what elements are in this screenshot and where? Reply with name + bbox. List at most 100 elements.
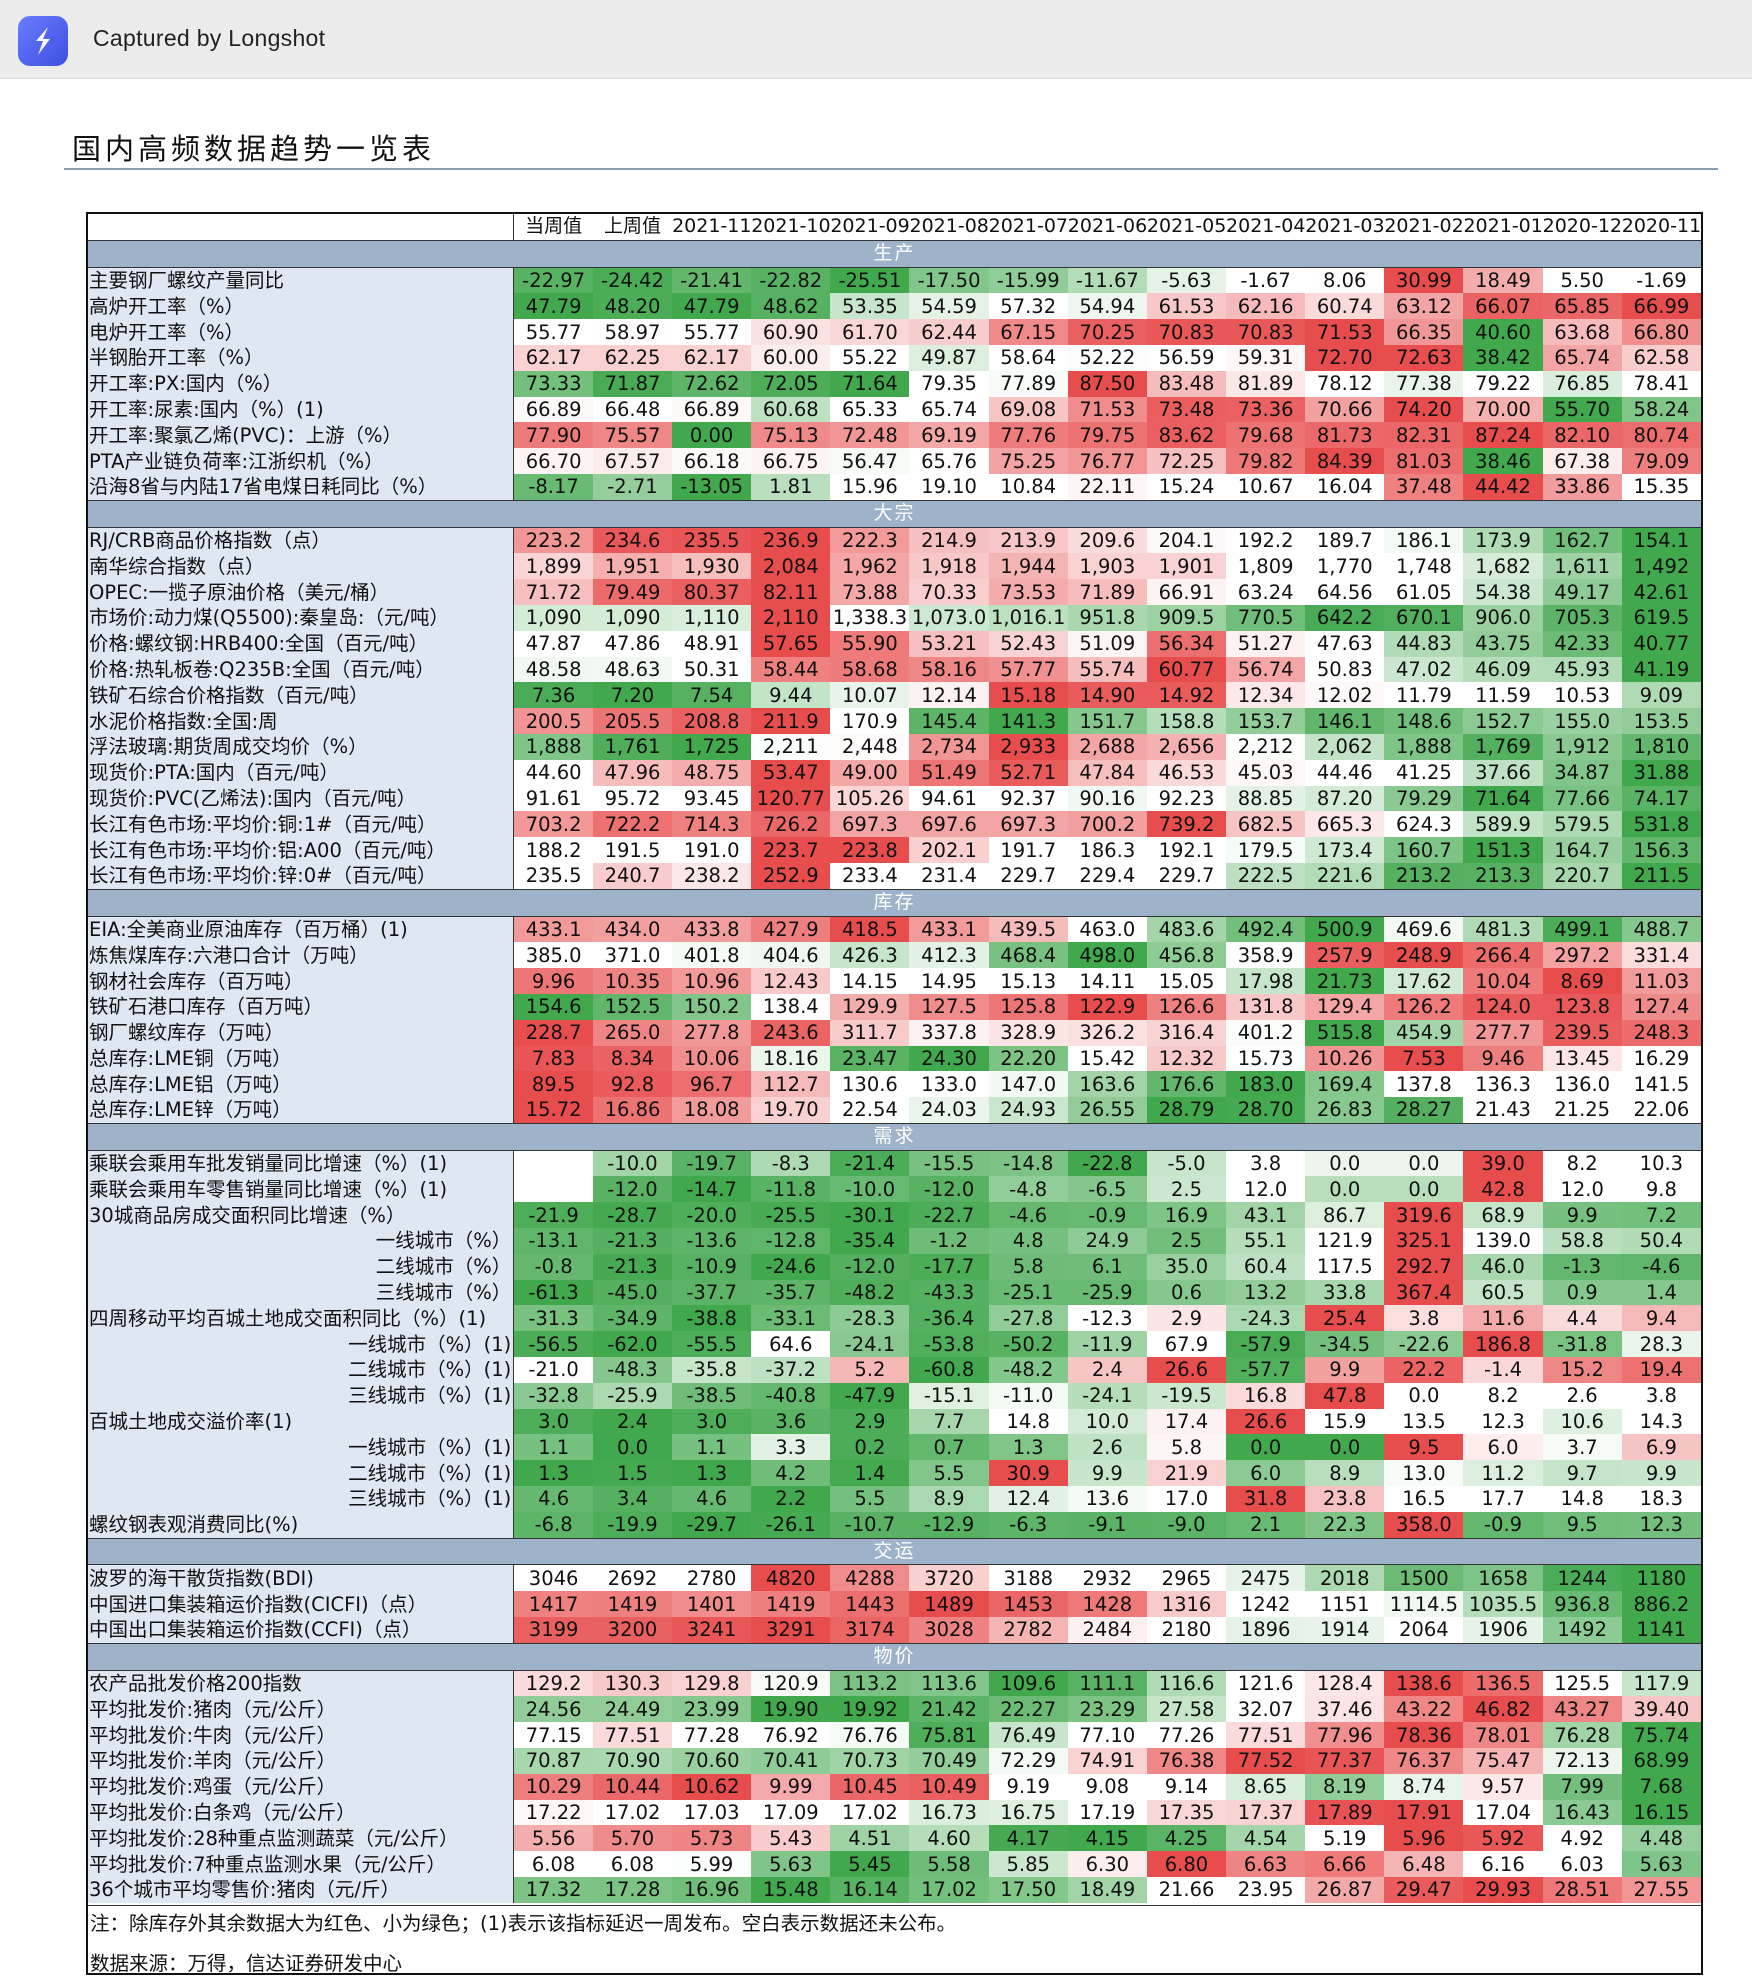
data-cell: 1.81 bbox=[751, 473, 831, 501]
data-cell: -17.50 bbox=[909, 267, 989, 294]
data-cell: 3.8 bbox=[1621, 1382, 1701, 1409]
data-cell: 5.19 bbox=[1305, 1825, 1385, 1852]
title-divider bbox=[64, 168, 1718, 170]
data-cell: 50.4 bbox=[1621, 1228, 1701, 1254]
data-cell: 229.7 bbox=[1146, 862, 1227, 890]
row-label: 钢材社会库存（百万吨） bbox=[88, 968, 515, 994]
data-cell: 16.86 bbox=[592, 1097, 673, 1124]
data-cell: 6.08 bbox=[513, 1851, 593, 1877]
data-cell: 92.37 bbox=[988, 785, 1068, 812]
data-cell: 77.76 bbox=[988, 422, 1068, 449]
data-cell: 1.3 bbox=[988, 1434, 1068, 1461]
data-cell: 45.93 bbox=[1542, 656, 1622, 683]
data-cell: -36.4 bbox=[909, 1305, 989, 1332]
data-cell: 257.9 bbox=[1305, 942, 1385, 969]
data-cell: 4.48 bbox=[1621, 1825, 1701, 1852]
data-cell: 10.45 bbox=[830, 1773, 910, 1800]
data-cell: 21.25 bbox=[1542, 1097, 1622, 1124]
data-cell: 10.06 bbox=[672, 1045, 752, 1072]
data-cell: 3241 bbox=[672, 1617, 752, 1644]
data-cell: -1.4 bbox=[1463, 1357, 1543, 1383]
column-header: 2021-05 bbox=[1146, 214, 1227, 241]
data-cell: 55.1 bbox=[1226, 1228, 1306, 1254]
data-cell: 2.1 bbox=[1226, 1511, 1306, 1539]
data-cell: 19.4 bbox=[1621, 1357, 1701, 1383]
data-cell: 54.38 bbox=[1463, 579, 1543, 605]
data-cell: 24.9 bbox=[1067, 1228, 1147, 1254]
data-cell: -38.5 bbox=[672, 1382, 752, 1409]
data-cell: 66.91 bbox=[1146, 579, 1227, 605]
data-cell: 71.53 bbox=[1305, 319, 1385, 345]
data-cell: -12.0 bbox=[592, 1176, 673, 1203]
data-cell: 54.59 bbox=[909, 293, 989, 320]
data-cell: -0.9 bbox=[1067, 1202, 1147, 1229]
data-cell: 17.02 bbox=[830, 1799, 910, 1826]
data-cell: 117.5 bbox=[1305, 1253, 1385, 1280]
data-cell: 63.12 bbox=[1384, 293, 1464, 320]
data-cell: 240.7 bbox=[592, 862, 673, 890]
data-cell: 14.15 bbox=[830, 968, 910, 994]
data-cell: 2,084 bbox=[751, 553, 831, 580]
data-cell: 48.62 bbox=[751, 293, 831, 320]
data-cell: 70.41 bbox=[751, 1748, 831, 1774]
data-cell: 154.6 bbox=[513, 993, 593, 1020]
data-cell: 9.9 bbox=[1621, 1460, 1701, 1487]
row-label: 二线城市（%） bbox=[88, 1253, 515, 1280]
data-cell: 141.5 bbox=[1621, 1071, 1701, 1098]
data-cell: 71.89 bbox=[1067, 579, 1147, 605]
row-label: OPEC:一揽子原油价格（美元/桶） bbox=[88, 579, 515, 605]
data-cell: 74.20 bbox=[1384, 396, 1464, 423]
data-cell: 26.6 bbox=[1146, 1357, 1227, 1383]
data-cell: 113.2 bbox=[830, 1670, 910, 1697]
data-cell: 8.2 bbox=[1463, 1382, 1543, 1409]
data-cell: 15.05 bbox=[1146, 968, 1227, 994]
data-cell: 47.8 bbox=[1305, 1382, 1385, 1409]
data-cell: 62.17 bbox=[672, 344, 752, 371]
data-cell: 47.84 bbox=[1067, 759, 1147, 786]
data-cell: -30.1 bbox=[830, 1202, 910, 1229]
data-cell: 439.5 bbox=[988, 916, 1068, 943]
data-cell: 10.3 bbox=[1621, 1150, 1701, 1177]
data-cell: 15.18 bbox=[988, 682, 1068, 709]
data-cell: 5.43 bbox=[751, 1825, 831, 1852]
data-cell bbox=[514, 1150, 593, 1176]
data-cell: 186.3 bbox=[1067, 837, 1147, 863]
data-cell: -22.6 bbox=[1384, 1331, 1464, 1358]
column-header: 2020-12 bbox=[1542, 214, 1622, 241]
data-cell: 170.9 bbox=[830, 708, 910, 734]
section-title: 大宗 bbox=[88, 499, 1701, 528]
data-cell: 468.4 bbox=[988, 942, 1068, 969]
data-cell: 7.54 bbox=[672, 682, 752, 709]
data-cell: 57.77 bbox=[988, 656, 1068, 683]
data-cell: 2,448 bbox=[830, 733, 910, 760]
data-cell: 70.66 bbox=[1305, 396, 1385, 423]
data-cell: -11.8 bbox=[751, 1176, 831, 1203]
table-row: OPEC:一揽子原油价格（美元/桶） 71.72 79.49 80.37 82.11 73… bbox=[88, 579, 1701, 605]
data-cell: 5.73 bbox=[672, 1825, 752, 1852]
data-cell: 57.65 bbox=[751, 630, 831, 657]
data-cell: 44.60 bbox=[513, 759, 593, 786]
data-cell: -60.8 bbox=[909, 1357, 989, 1383]
table-row: 开工率:尿素:国内（%）(1) 66.89 66.48 66.89 60.68 65.33… bbox=[88, 396, 1701, 423]
data-cell: -50.2 bbox=[988, 1331, 1068, 1358]
data-cell: 77.90 bbox=[513, 422, 593, 449]
data-cell: 326.2 bbox=[1067, 1019, 1147, 1046]
data-cell: -24.42 bbox=[592, 267, 673, 294]
data-cell: 886.2 bbox=[1621, 1591, 1701, 1618]
row-label: 二线城市（%）(1) bbox=[88, 1460, 515, 1487]
data-cell: 9.8 bbox=[1621, 1176, 1701, 1203]
data-cell: 31.88 bbox=[1621, 759, 1701, 786]
data-cell: 28.79 bbox=[1146, 1097, 1227, 1124]
data-cell: 70.73 bbox=[830, 1748, 910, 1774]
data-cell: 211.5 bbox=[1621, 862, 1701, 890]
data-cell: 10.96 bbox=[672, 968, 752, 994]
data-cell: 0.0 bbox=[1384, 1382, 1464, 1409]
data-cell: 48.75 bbox=[672, 759, 752, 786]
data-cell: 358.0 bbox=[1384, 1511, 1464, 1539]
data-cell: 4.51 bbox=[830, 1825, 910, 1852]
data-cell: 358.9 bbox=[1226, 942, 1306, 969]
data-cell: 50.83 bbox=[1305, 656, 1385, 683]
data-cell: 579.5 bbox=[1542, 811, 1622, 838]
data-cell: 87.24 bbox=[1463, 422, 1543, 449]
table-row: 农产品批发价格200指数 129.2 130.3 129.8 120.9 113.2 113… bbox=[88, 1670, 1701, 1697]
